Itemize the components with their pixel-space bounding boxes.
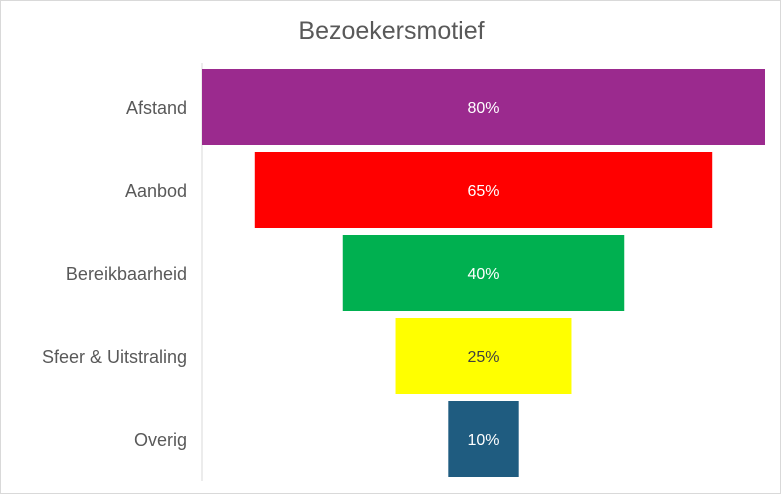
category-tick-label: Sfeer & Uitstraling [42, 347, 187, 367]
funnel-bar [395, 318, 572, 394]
funnel-bar [448, 401, 519, 477]
category-tick-label: Afstand [126, 98, 187, 118]
data-label: 65% [467, 183, 499, 200]
data-label: 80% [467, 100, 499, 117]
funnel-bar [342, 235, 625, 311]
data-label: 10% [467, 432, 499, 449]
data-label: 25% [467, 349, 499, 366]
category-tick-label: Overig [134, 430, 187, 450]
funnel-bar [202, 69, 765, 145]
funnel-bar [254, 152, 713, 228]
data-label: 40% [467, 266, 499, 283]
category-tick-label: Bereikbaarheid [66, 264, 187, 284]
category-tick-label: Aanbod [125, 181, 187, 201]
chart-title: Bezoekersmotief [298, 17, 485, 45]
